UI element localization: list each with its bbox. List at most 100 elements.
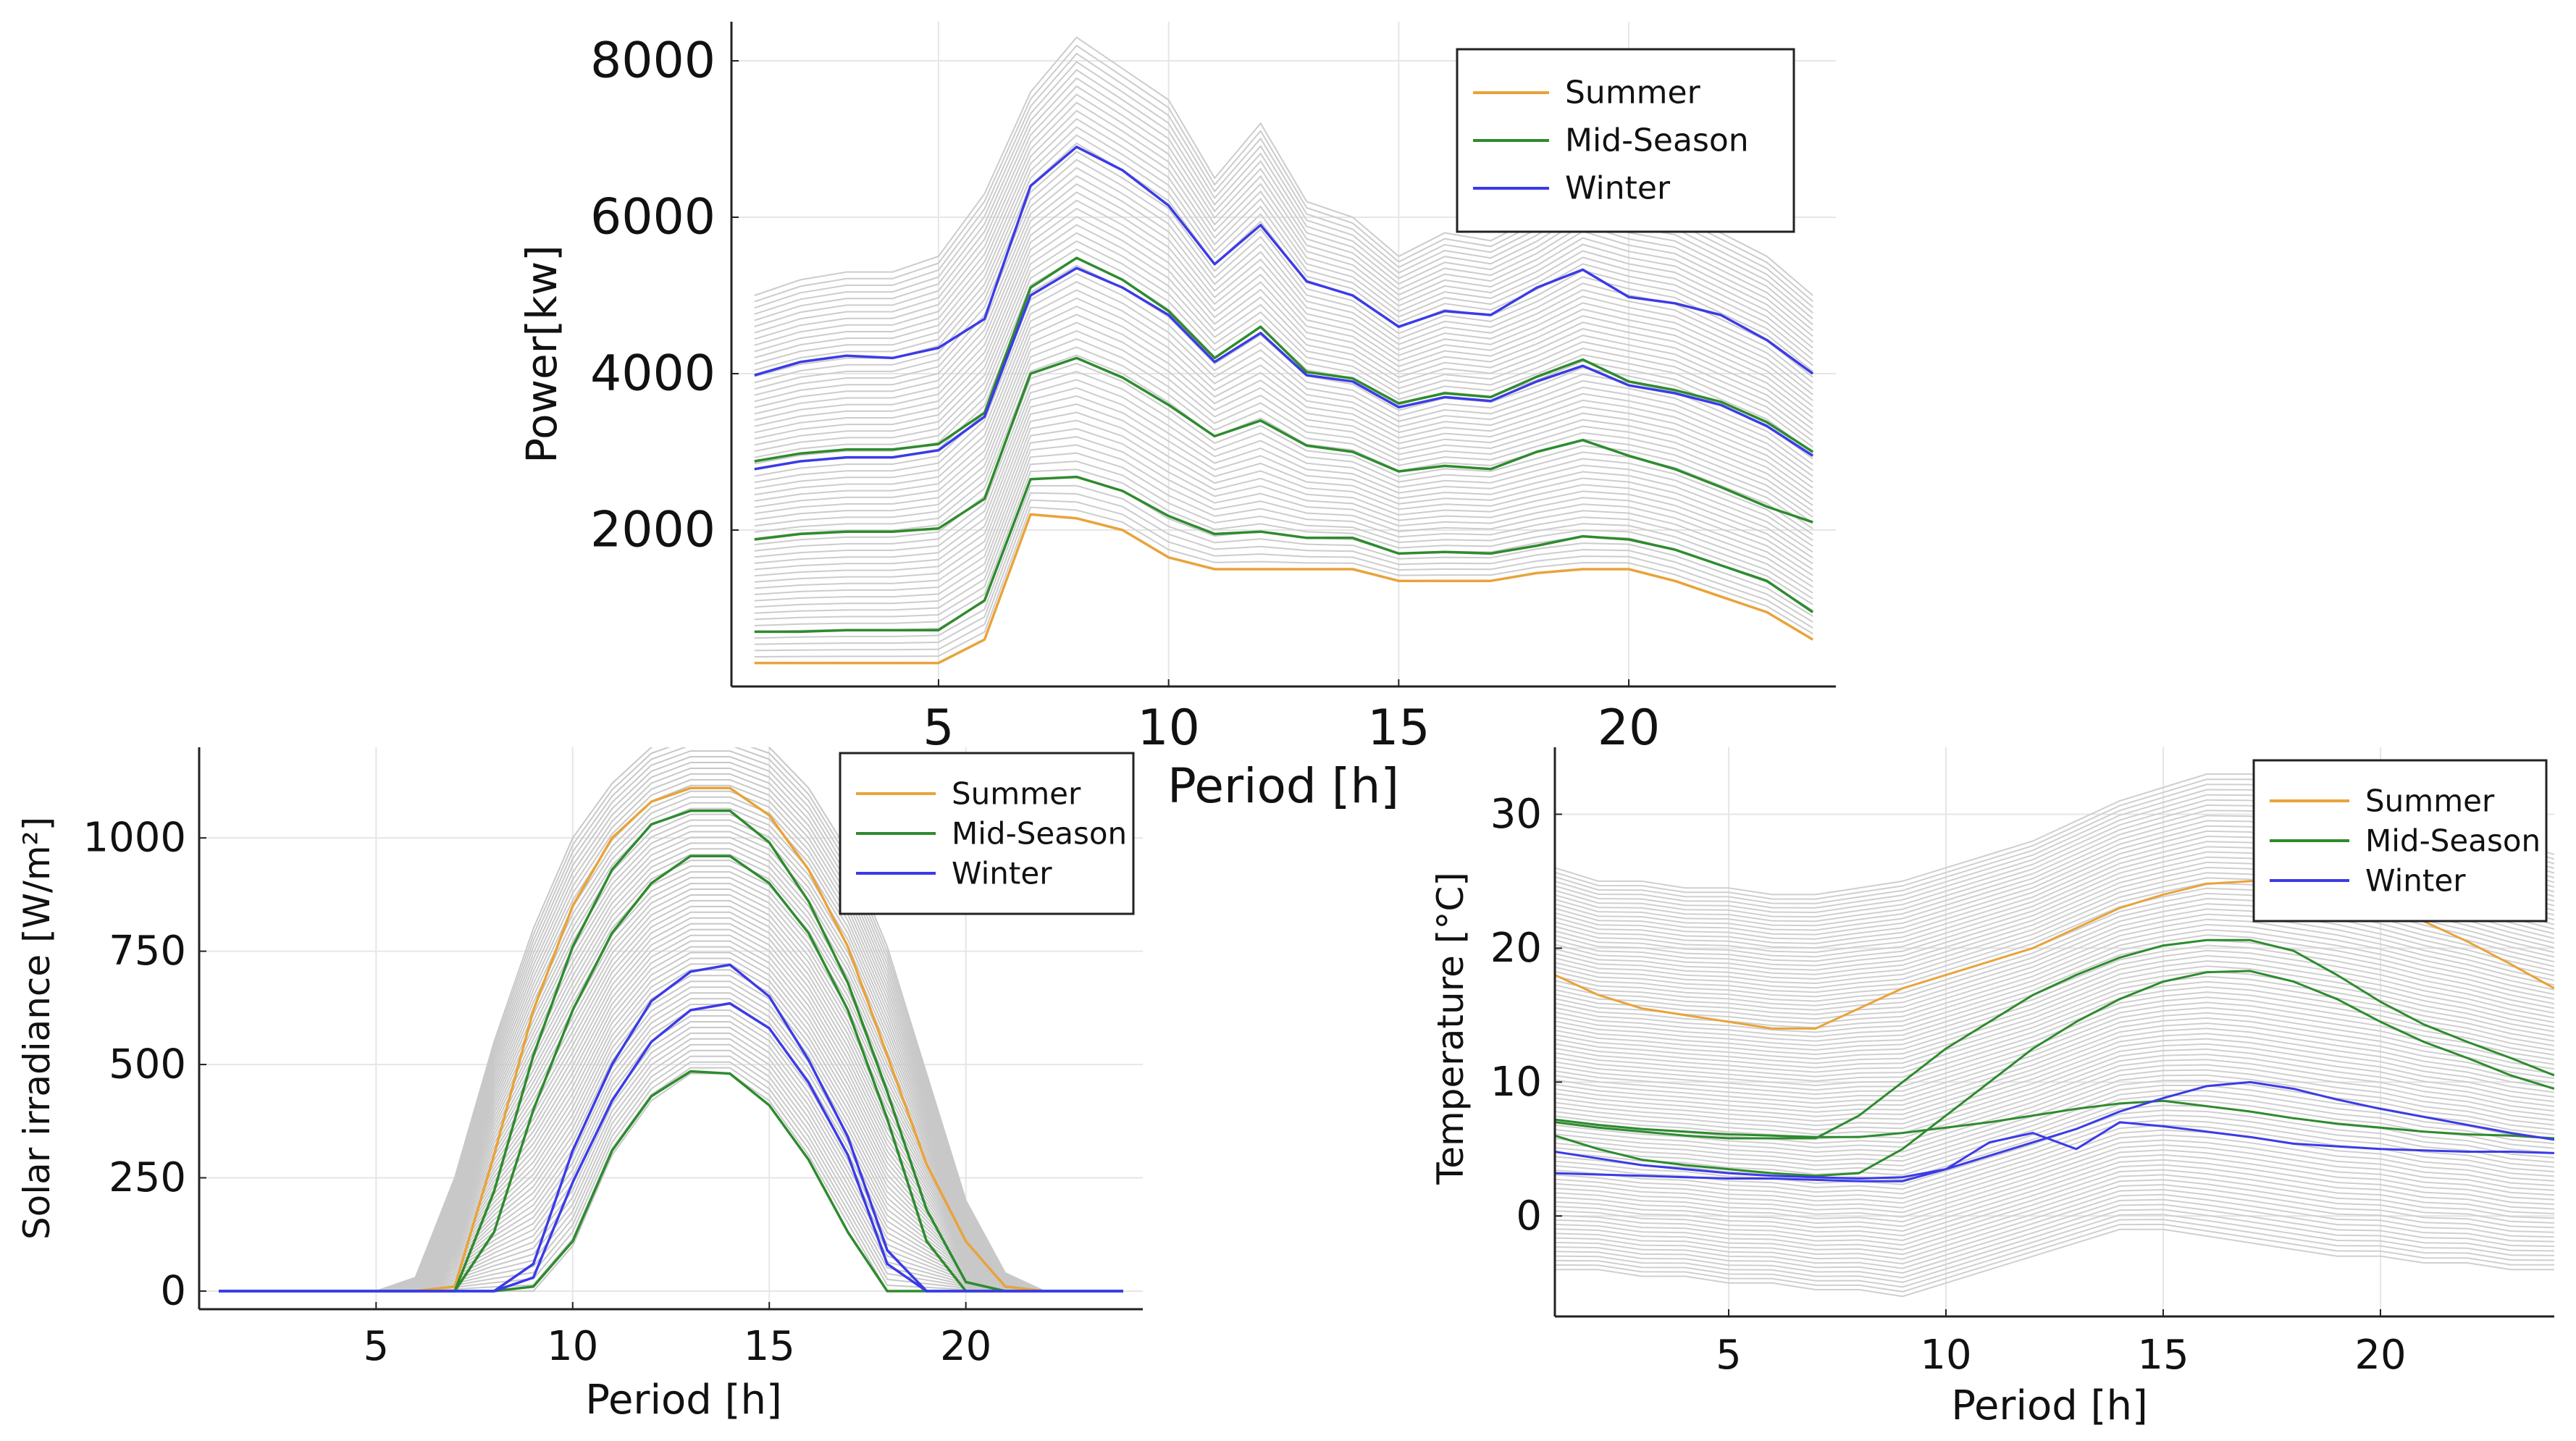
legend-label-summer: Summer [2365, 783, 2495, 819]
background-line [754, 436, 1813, 602]
x-tick-label: 10 [1137, 700, 1200, 757]
background-line [1555, 1012, 2554, 1100]
background-line [1555, 1059, 2554, 1140]
legend-label-mid-season: Mid-Season [2365, 823, 2541, 859]
background-line [1555, 996, 2554, 1087]
background-line [1555, 986, 2554, 1077]
series-line-mid-season-1 [1555, 1099, 2554, 1140]
background-line [1555, 908, 2554, 1011]
background-line [1555, 913, 2554, 1015]
background-line [1555, 897, 2554, 1002]
series-line-summer-0 [754, 513, 1814, 665]
background-line [754, 338, 1813, 527]
x-tick-label: 15 [1367, 700, 1430, 757]
y-tick-label: 0 [160, 1267, 186, 1314]
y-axis-label: Temperature [°C] [1430, 872, 1472, 1185]
series-line-mid-season-3 [1555, 938, 2554, 1140]
legend: Summer Mid-Season Winter [839, 752, 1135, 915]
background-line [1555, 960, 2554, 1056]
legend-label-winter: Winter [952, 856, 1052, 891]
background-line [1555, 1079, 2554, 1158]
background-line [754, 77, 1813, 327]
background-line [754, 191, 1813, 415]
background-line [1555, 975, 2554, 1069]
background-line [1555, 903, 2554, 1007]
background-line [754, 167, 1813, 396]
background-line [754, 346, 1813, 533]
background-line [754, 452, 1813, 614]
background-line [754, 387, 1813, 564]
background-line [1555, 1104, 2554, 1181]
background-line [1555, 939, 2554, 1038]
series-line-winter-5 [219, 1001, 1123, 1293]
background-line [1555, 965, 2554, 1060]
y-tick-label: 0 [1516, 1193, 1542, 1240]
background-line [754, 117, 1813, 358]
background-line [754, 499, 1813, 652]
x-axis-label: Period [h] [585, 1377, 782, 1424]
power-chart: 5 10 15 20 2000 4000 6000 8000 Period [h] Power[k… [517, 22, 1836, 814]
x-tick-label: 5 [363, 1323, 389, 1370]
background-line [1555, 1209, 2554, 1279]
background-line [1555, 923, 2554, 1025]
legend-label-winter: Winter [1565, 170, 1671, 207]
background-line [754, 240, 1813, 453]
background-line [1555, 1219, 2554, 1288]
background-line [754, 469, 1813, 626]
x-axis-label: Period [h] [1167, 758, 1399, 814]
background-line [754, 322, 1813, 515]
background-line [754, 411, 1813, 583]
background-line [754, 109, 1813, 353]
background-line [1555, 1022, 2554, 1109]
legend-label-summer: Summer [952, 776, 1081, 812]
background-line [1555, 918, 2554, 1020]
background-line [754, 85, 1813, 334]
background-line [1555, 1214, 2554, 1283]
series-line-mid-season-2 [754, 356, 1813, 541]
background-line [1555, 1028, 2554, 1113]
background-line [754, 224, 1813, 440]
y-axis-label: Power[kw] [517, 245, 566, 463]
background-line [1555, 1001, 2554, 1091]
legend-label-winter: Winter [2365, 863, 2466, 899]
background-line [754, 216, 1813, 434]
series-line-winter-4 [1555, 1080, 2554, 1180]
series-line-mid-season-2 [1555, 970, 2554, 1177]
background-line [1555, 1043, 2554, 1127]
legend: Summer Mid-Season Winter [2252, 759, 2548, 923]
background-line [1555, 1089, 2554, 1167]
background-line [1555, 1179, 2554, 1251]
background-line [754, 379, 1813, 558]
series-line-winter-5 [754, 146, 1814, 377]
background-line [754, 395, 1813, 571]
background-line [754, 506, 1813, 658]
background-line [754, 305, 1813, 502]
background-line [754, 484, 1813, 639]
background-line [754, 314, 1813, 508]
series-line-winter-5 [1555, 1121, 2554, 1182]
background-line [754, 126, 1813, 365]
background-line [1555, 1164, 2554, 1237]
background-line [754, 232, 1813, 446]
background-line [1555, 1169, 2554, 1242]
background-line [1555, 1139, 2554, 1214]
background-line [754, 289, 1813, 490]
background-line [1555, 970, 2554, 1064]
background-line [1555, 1154, 2554, 1227]
background-line [1555, 1144, 2554, 1218]
background-line [754, 175, 1813, 403]
y-tick-label: 500 [109, 1041, 186, 1088]
temperature-chart: 5 10 15 20 0 10 20 30 Period [h] Temperature [°C]… [1430, 747, 2554, 1429]
y-tick-label: 250 [109, 1154, 186, 1201]
background-line [1555, 934, 2554, 1033]
background-line [754, 362, 1813, 546]
x-tick-label: 15 [744, 1323, 795, 1370]
background-line [754, 297, 1813, 496]
x-tick-label: 10 [1920, 1332, 1971, 1379]
background-line [1555, 1054, 2554, 1135]
legend-label-mid-season: Mid-Season [952, 816, 1127, 852]
x-axis-label: Period [h] [1951, 1382, 2148, 1429]
y-tick-label: 2000 [590, 502, 716, 559]
background-line [1555, 1038, 2554, 1122]
